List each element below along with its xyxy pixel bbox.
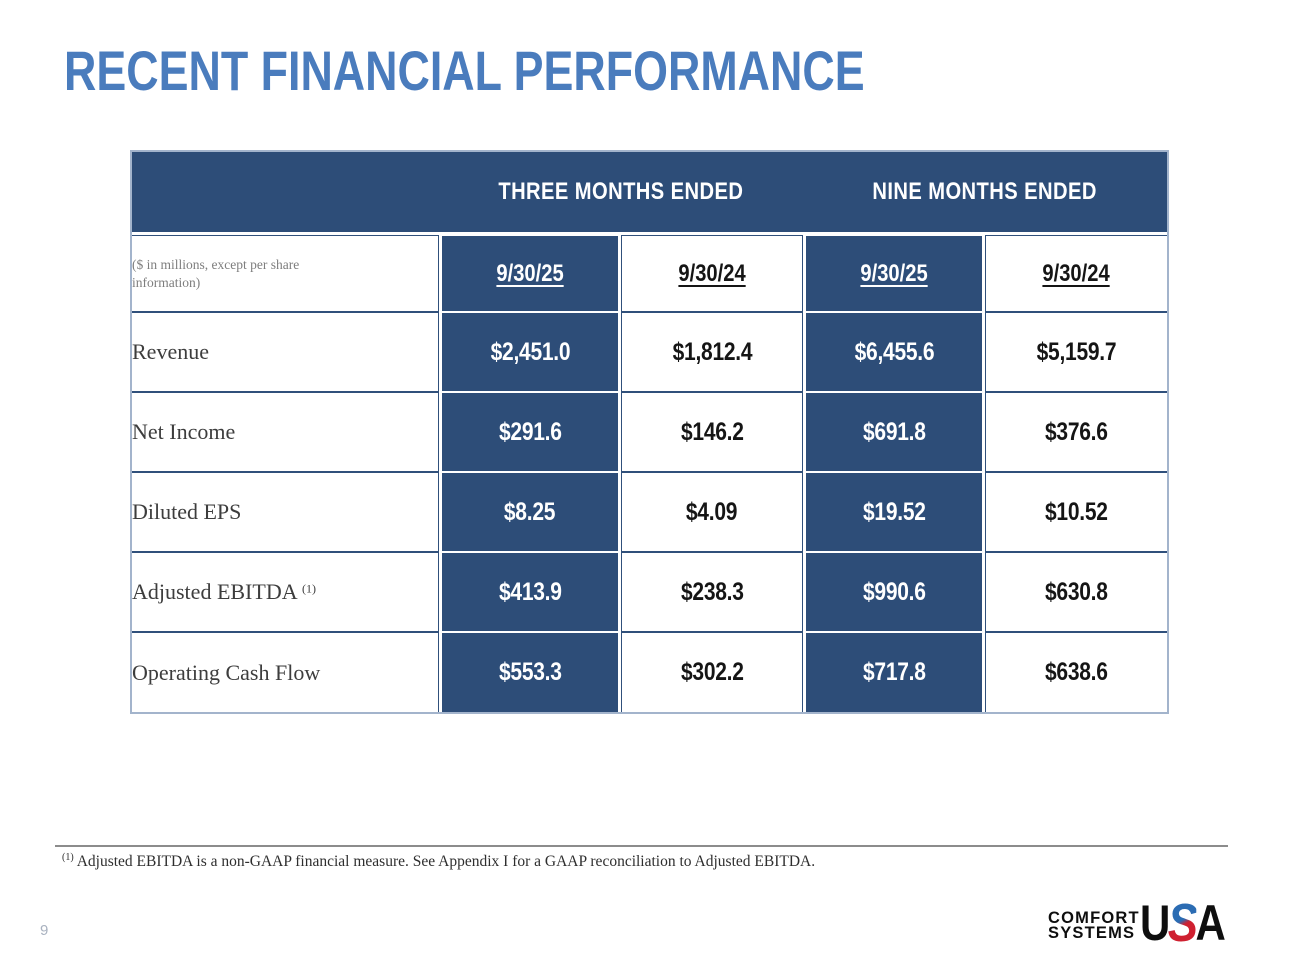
page-number: 9 — [40, 922, 49, 939]
row-label: Operating Cash Flow — [132, 659, 321, 685]
logo-usa: U S A — [1139, 893, 1226, 953]
row-label-cell: Adjusted EBITDA (1) — [132, 552, 439, 632]
value-cell: $8.25 — [439, 472, 621, 552]
value: $630.8 — [1045, 577, 1108, 606]
value-cell: $717.8 — [803, 632, 985, 712]
value: $553.3 — [498, 658, 562, 686]
value-cell: $990.6 — [803, 552, 985, 632]
value-cell: $5,159.7 — [985, 312, 1167, 392]
value: $19.52 — [862, 497, 926, 526]
value: $10.52 — [1045, 497, 1108, 526]
logo-company-name: COMFORT SYSTEMS — [1048, 908, 1140, 942]
date-header: 9/30/24 — [1042, 259, 1111, 287]
date-header: 9/30/24 — [678, 259, 746, 287]
value: $691.8 — [862, 417, 926, 446]
value-cell: $413.9 — [439, 552, 621, 632]
logo-usa-u: U — [1139, 895, 1170, 951]
value: $413.9 — [498, 577, 562, 606]
value-cell: $1,812.4 — [621, 312, 803, 392]
logo-usa-a: A — [1195, 895, 1225, 951]
value-cell: $6,455.6 — [803, 312, 985, 392]
date-header-row: ($ in millions, except per share informa… — [132, 235, 1167, 312]
group-header-nine-months: NINE MONTHS ENDED — [803, 152, 1167, 235]
footnote: (1) Adjusted EBITDA is a non-GAAP financ… — [62, 852, 1162, 871]
value: $4.09 — [686, 497, 738, 526]
value: $146.2 — [680, 417, 744, 446]
value-cell: $553.3 — [439, 632, 621, 712]
table-note-cell: ($ in millions, except per share informa… — [132, 235, 439, 312]
value-cell: $146.2 — [621, 392, 803, 472]
value: $376.6 — [1045, 417, 1108, 446]
value: $2,451.0 — [490, 337, 570, 366]
group-header-label: NINE MONTHS ENDED — [872, 178, 1098, 205]
footnote-text: Adjusted EBITDA is a non-GAAP financial … — [76, 853, 816, 871]
value-cell: $238.3 — [621, 552, 803, 632]
value: $990.6 — [862, 577, 926, 606]
value-cell: $638.6 — [985, 632, 1167, 712]
date-header-cell: 9/30/24 — [621, 235, 803, 312]
value: $1,812.4 — [672, 337, 752, 366]
logo-line-systems: SYSTEMS — [1048, 924, 1136, 942]
row-label-cell: Revenue — [132, 312, 439, 392]
value-cell: $291.6 — [439, 392, 621, 472]
financial-table: THREE MONTHS ENDED NINE MONTHS ENDED ($ … — [130, 150, 1169, 714]
row-label-cell: Diluted EPS — [132, 472, 439, 552]
logo-usa-s-swoosh-icon: S — [1167, 893, 1198, 953]
footnote-rule — [55, 845, 1228, 847]
value: $6,455.6 — [854, 337, 934, 366]
value-cell: $10.52 — [985, 472, 1167, 552]
value-cell: $19.52 — [803, 472, 985, 552]
date-header-cell: 9/30/24 — [985, 235, 1167, 312]
table-row-adjusted-ebitda: Adjusted EBITDA (1) $413.9 $238.3 $990.6… — [132, 552, 1167, 632]
table-row-revenue: Revenue $2,451.0 $1,812.4 $6,455.6 $5,15… — [132, 312, 1167, 392]
value: $638.6 — [1045, 658, 1108, 686]
footnote-superscript: (1) — [62, 852, 74, 863]
company-logo: COMFORT SYSTEMS U S A — [1048, 896, 1240, 950]
value: $238.3 — [680, 577, 744, 606]
table-row-net-income: Net Income $291.6 $146.2 $691.8 $376.6 — [132, 392, 1167, 472]
date-header: 9/30/25 — [860, 259, 928, 287]
table-header-row: THREE MONTHS ENDED NINE MONTHS ENDED — [132, 152, 1167, 235]
row-label: Diluted EPS — [132, 499, 242, 524]
logo-line-comfort: COMFORT — [1048, 908, 1140, 927]
value: $302.2 — [680, 658, 744, 686]
value: $5,159.7 — [1036, 337, 1117, 366]
row-label: Adjusted EBITDA — [132, 579, 298, 604]
table-row-diluted-eps: Diluted EPS $8.25 $4.09 $19.52 $10.52 — [132, 472, 1167, 552]
page-title-text: RECENT FINANCIAL PERFORMANCE — [64, 39, 865, 102]
value-cell: $302.2 — [621, 632, 803, 712]
date-header: 9/30/25 — [496, 259, 564, 287]
value: $8.25 — [504, 497, 556, 526]
financial-table-container: THREE MONTHS ENDED NINE MONTHS ENDED ($ … — [130, 150, 1169, 714]
row-label-superscript: (1) — [302, 581, 317, 596]
value: $717.8 — [862, 658, 926, 686]
value-cell: $376.6 — [985, 392, 1167, 472]
group-header-three-months: THREE MONTHS ENDED — [439, 152, 803, 235]
date-header-cell: 9/30/25 — [803, 235, 985, 312]
value-cell: $4.09 — [621, 472, 803, 552]
value: $291.6 — [498, 417, 562, 446]
header-spacer-cell — [132, 152, 439, 235]
row-label: Revenue — [132, 339, 209, 364]
date-header-cell: 9/30/25 — [439, 235, 621, 312]
value-cell: $630.8 — [985, 552, 1167, 632]
value-cell: $691.8 — [803, 392, 985, 472]
page-title: RECENT FINANCIAL PERFORMANCE — [64, 40, 1065, 102]
table-note: ($ in millions, except per share informa… — [132, 256, 300, 290]
group-header-label: THREE MONTHS ENDED — [498, 178, 744, 205]
table-row-operating-cash-flow: Operating Cash Flow $553.3 $302.2 $717.8… — [132, 632, 1167, 712]
row-label-cell: Operating Cash Flow — [132, 632, 439, 712]
value-cell: $2,451.0 — [439, 312, 621, 392]
row-label: Net Income — [132, 419, 236, 444]
row-label-cell: Net Income — [132, 392, 439, 472]
